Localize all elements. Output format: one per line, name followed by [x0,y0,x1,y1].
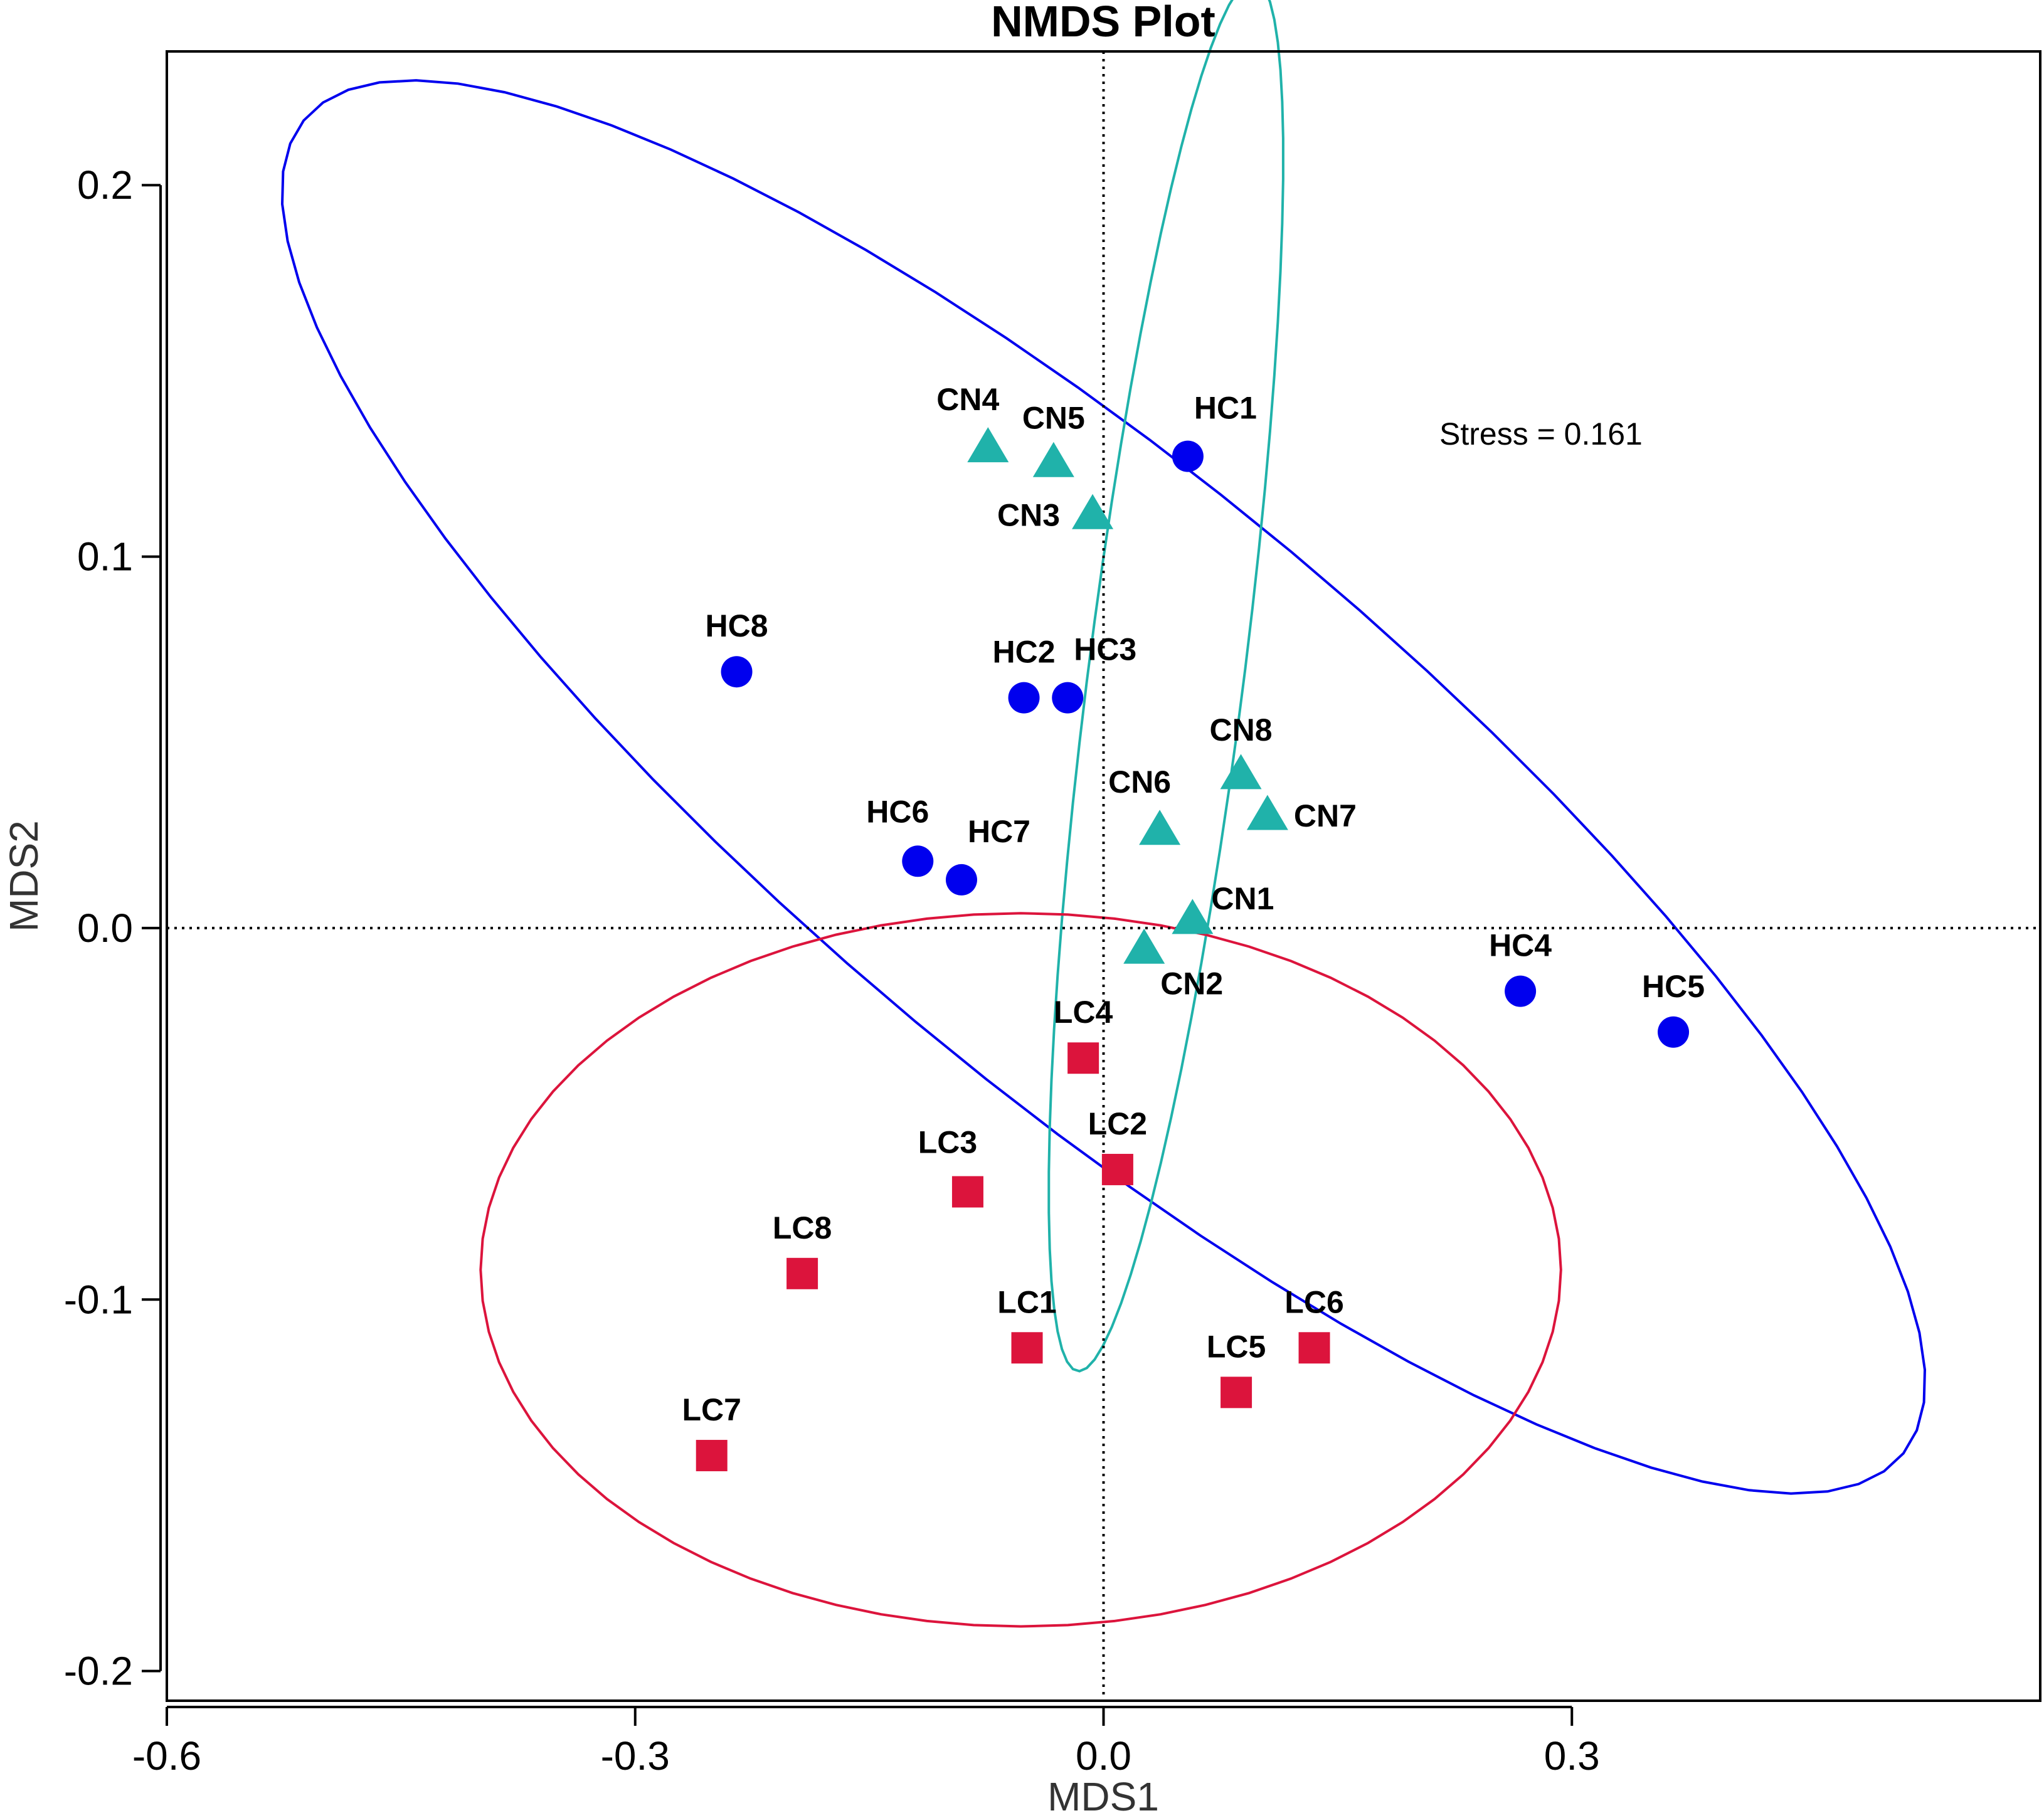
point-labels: HC1 HC2 HC3 HC4 HC5 HC6 HC7 HC8 CN1 CN2 CN3 CN4 CN5 C… [682,382,1705,1427]
label-lc6: LC6 [1284,1284,1343,1319]
data-points [696,427,1690,1472]
point-cn8 [1220,754,1262,790]
label-hc4: HC4 [1489,928,1552,963]
label-hc6: HC6 [866,794,929,829]
point-cn1 [1172,899,1214,934]
label-lc5: LC5 [1207,1329,1266,1364]
label-cn3: CN3 [997,497,1060,532]
point-cn2 [1123,928,1165,964]
label-cn8: CN8 [1210,712,1273,748]
x-axis-label: MDS1 [1047,1774,1159,1818]
y-tick-label: -0.1 [64,1277,133,1322]
point-hc3 [1052,682,1084,714]
x-tick-label: 0.3 [1544,1733,1600,1778]
point-lc4 [1067,1042,1099,1074]
point-hc2 [1008,682,1040,714]
x-tick-label: -0.3 [601,1733,670,1778]
point-hc6 [902,845,934,877]
y-tick-label: 0.1 [77,534,133,579]
label-cn7: CN7 [1294,798,1357,833]
point-lc2 [1101,1153,1133,1185]
ellipse-cn [1047,0,1284,1373]
label-hc5: HC5 [1642,969,1705,1004]
label-lc7: LC7 [682,1392,741,1427]
label-lc4: LC4 [1054,995,1113,1030]
point-lc1 [1011,1332,1043,1364]
point-lc7 [696,1440,728,1472]
point-hc8 [721,656,753,688]
label-hc8: HC8 [706,608,768,643]
point-hc5 [1658,1016,1690,1048]
label-lc8: LC8 [773,1210,832,1245]
point-lc8 [786,1257,818,1289]
y-axis: -0.2 -0.1 0.0 0.1 0.2 [64,162,162,1694]
label-hc2: HC2 [993,635,1056,670]
label-cn1: CN1 [1211,881,1274,916]
point-lc5 [1221,1377,1252,1408]
label-cn5: CN5 [1022,401,1085,436]
label-cn4: CN4 [936,382,999,417]
point-lc6 [1298,1332,1330,1364]
y-axis-label: MDS2 [1,820,46,932]
stress-annotation: Stress = 0.161 [1439,416,1643,452]
point-cn6 [1139,810,1181,845]
y-tick-label: 0.0 [77,906,133,951]
chart-title: NMDS Plot [991,0,1215,46]
point-cn7 [1246,795,1288,830]
confidence-ellipses [280,0,1927,1628]
y-tick-label: 0.2 [77,162,133,208]
point-hc4 [1505,975,1537,1007]
point-hc1 [1172,440,1204,472]
x-tick-label: -0.6 [132,1733,201,1778]
point-lc3 [951,1176,983,1208]
point-hc7 [945,864,977,896]
label-lc2: LC2 [1088,1106,1147,1141]
label-hc3: HC3 [1074,632,1136,667]
label-cn6: CN6 [1108,764,1171,800]
point-cn5 [1032,441,1074,477]
label-hc1: HC1 [1194,391,1257,426]
x-axis: -0.6 -0.3 0.0 0.3 [132,1706,1600,1778]
x-tick-label: 0.0 [1076,1733,1131,1778]
ellipse-hc [280,79,1927,1495]
label-lc3: LC3 [918,1124,977,1160]
label-lc1: LC1 [997,1284,1056,1319]
plot-frame [166,50,2041,1702]
point-cn3 [1072,494,1114,529]
ellipse-lc [479,912,1562,1628]
label-cn2: CN2 [1160,966,1223,1001]
y-tick-label: -0.2 [64,1649,133,1694]
label-hc7: HC7 [968,814,1030,849]
point-cn4 [967,427,1009,463]
